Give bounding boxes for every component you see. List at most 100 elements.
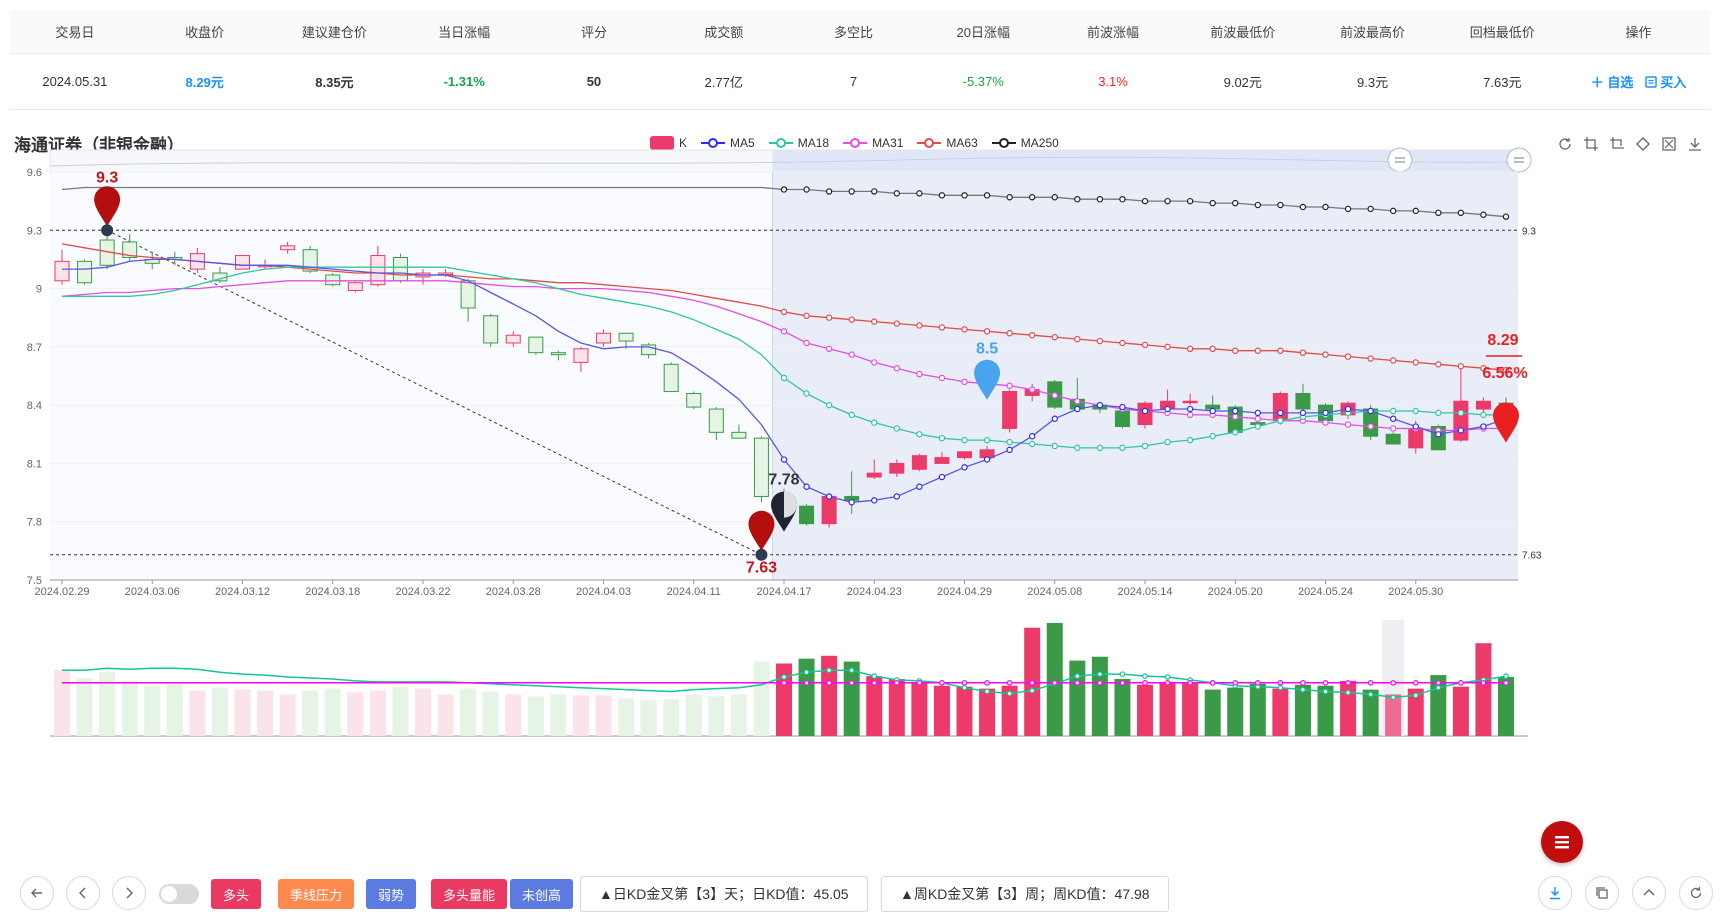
ma250-point (1232, 199, 1239, 207)
refresh-button[interactable] (1679, 876, 1713, 910)
x-tick-label: 2024.04.23 (847, 586, 902, 598)
back-button[interactable] (20, 876, 54, 910)
next-button[interactable] (112, 876, 146, 910)
candle (1137, 401, 1153, 429)
scroll-top-button[interactable] (1632, 876, 1666, 910)
volume-ma-b-point (1480, 680, 1487, 686)
volume-bar (1046, 622, 1063, 736)
volume-ma-b-point (1006, 680, 1013, 686)
volume-bar (527, 696, 544, 736)
tag-no-new-high[interactable]: 未创高 (510, 879, 574, 909)
volume-bar (99, 672, 116, 736)
buy-link[interactable]: 买入 (1645, 72, 1686, 91)
volume-ma-b-point (1097, 680, 1103, 686)
fullscreen-tool[interactable] (1656, 133, 1682, 155)
wave-marker[interactable] (974, 359, 1001, 400)
zoom-tool[interactable] (1578, 133, 1604, 155)
zoom-handle-0[interactable] (1387, 147, 1413, 173)
download-tool[interactable] (1682, 133, 1708, 155)
ma18-point (961, 436, 968, 444)
header-prev-low: 前波最低价 (1210, 25, 1276, 40)
ma18-point (1006, 438, 1013, 446)
ma250-point (983, 192, 991, 199)
marker-pin-icon (748, 510, 775, 551)
candle-body (235, 255, 250, 270)
legend-ma63[interactable]: MA63 (917, 136, 978, 150)
candle-body (799, 505, 815, 525)
download-button[interactable] (1538, 876, 1572, 910)
candle-body (54, 260, 70, 282)
volume-ma-b-point (848, 680, 855, 686)
candle-body (663, 363, 679, 393)
volume-ma-a-point (1074, 673, 1081, 679)
candle-body (686, 392, 702, 408)
ma18-point (938, 434, 946, 442)
ma31-point (1344, 421, 1352, 428)
high-point (101, 224, 114, 237)
legend-ma250-label: MA250 (1020, 136, 1059, 150)
legend-ma250[interactable]: MA250 (991, 136, 1059, 150)
candle (731, 424, 747, 439)
legend-ma31[interactable]: MA31 (843, 136, 903, 150)
high-marker[interactable] (94, 186, 121, 227)
candle-body (1385, 433, 1401, 445)
summary-table: 交易日 收盘价 建议建仓价 当日涨幅 评分 成交额 多空比 20日涨幅 前波涨幅… (10, 10, 1710, 110)
ma18-point (983, 436, 991, 444)
tag-weak[interactable]: 弱势 (366, 879, 417, 909)
legend-ma18[interactable]: MA18 (768, 136, 829, 150)
volume-ma-b-point (1029, 680, 1035, 686)
highlight-region (772, 172, 1518, 580)
download-icon (1689, 138, 1701, 151)
candle-body (1114, 410, 1130, 428)
volume-ma-b-point (894, 680, 900, 686)
wave-label: 8.5 (976, 341, 998, 358)
candle-body (347, 282, 363, 292)
tag-season-pressure[interactable]: 季线压力 (278, 879, 355, 909)
daily-kd-info: ▲日KD金叉第【3】天；日KD值：45.05 (580, 876, 868, 912)
legend-ma18-swatch (768, 136, 793, 150)
volume-bar (121, 680, 138, 736)
zoom-slider-selection (772, 150, 1518, 172)
prev-button[interactable] (66, 876, 100, 910)
ma63-point (1164, 343, 1171, 351)
toggle-switch[interactable] (159, 884, 199, 904)
zoom-handle-1[interactable] (1506, 147, 1532, 173)
x-tick-label: 2024.05.08 (1027, 586, 1082, 598)
volume-ma-b-point (1232, 680, 1239, 686)
signal-label: 7.78 (768, 472, 799, 489)
refresh-tool[interactable] (1552, 133, 1578, 155)
candle-body (596, 332, 611, 344)
copy-button[interactable] (1585, 876, 1619, 910)
low-marker[interactable] (748, 510, 775, 551)
volume-bar (415, 688, 431, 736)
volume-ma-b-point (1458, 680, 1464, 686)
volume-bar (866, 676, 883, 736)
marker-pin-icon (974, 359, 1001, 400)
ma5-point (1028, 433, 1036, 440)
legend-ma250-swatch (991, 136, 1016, 150)
ma18-point (1186, 436, 1194, 444)
zoom-reset-tool[interactable] (1604, 133, 1630, 155)
volume-ma-b-point (1164, 680, 1171, 686)
candle (54, 249, 70, 285)
add-watchlist-link[interactable]: ＋ 自选 (1590, 75, 1634, 90)
legend-ma5[interactable]: MA5 (701, 136, 755, 150)
candle-body (866, 472, 882, 478)
candle-body (1430, 426, 1446, 451)
header-ratio: 多空比 (833, 25, 873, 40)
candle (347, 280, 363, 293)
volume-bar (1204, 689, 1221, 736)
tag-bull-volume[interactable]: 多头量能 (431, 879, 508, 909)
zoom-handle-grip-icon (1514, 157, 1524, 163)
restore-tool[interactable] (1630, 133, 1656, 155)
tag-bull[interactable]: 多头 (211, 879, 262, 909)
float-menu-button[interactable] (1541, 821, 1583, 863)
volume-bar (1182, 682, 1199, 736)
volume-ma-b-point (961, 680, 968, 686)
candle (483, 313, 499, 347)
last-price-marker[interactable] (1493, 402, 1519, 443)
ma31-point (825, 345, 833, 352)
candle-body (821, 495, 837, 525)
legend-k[interactable]: K (650, 136, 687, 150)
